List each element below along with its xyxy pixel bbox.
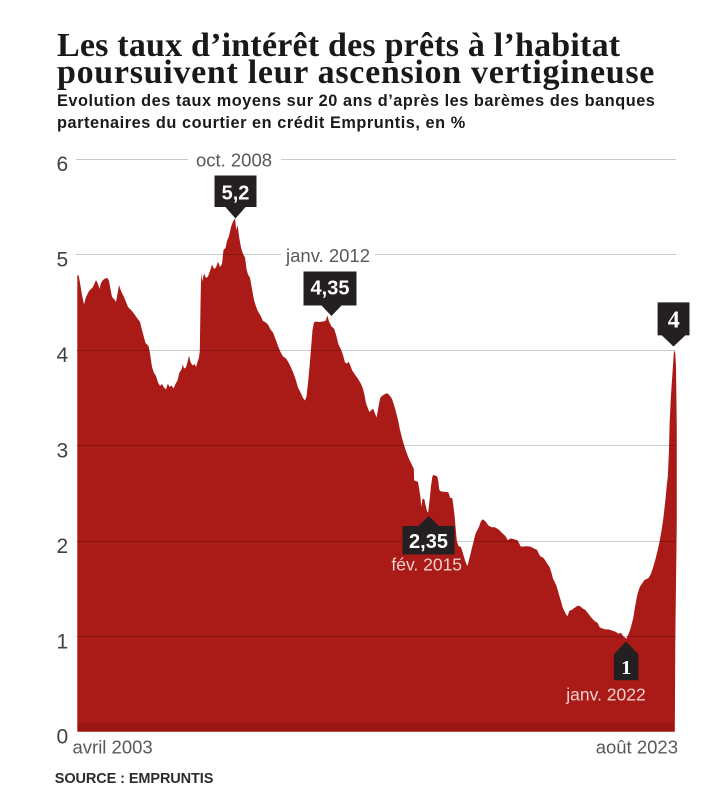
svg-text:5,2: 5,2	[222, 183, 250, 205]
svg-text:3: 3	[57, 440, 69, 463]
svg-text:4: 4	[668, 307, 680, 333]
svg-text:2: 2	[57, 535, 69, 558]
svg-text:4,35: 4,35	[311, 278, 350, 300]
svg-text:6: 6	[57, 153, 69, 176]
svg-text:0: 0	[57, 726, 69, 749]
svg-text:4: 4	[57, 344, 69, 367]
svg-text:2,35: 2,35	[409, 531, 448, 553]
svg-text:1: 1	[57, 631, 69, 654]
svg-text:oct. 2008: oct. 2008	[196, 150, 272, 171]
svg-text:avril 2003: avril 2003	[73, 737, 153, 758]
svg-text:août 2023: août 2023	[596, 737, 678, 758]
svg-text:janv. 2022: janv. 2022	[565, 685, 645, 705]
svg-text:5: 5	[57, 249, 69, 272]
svg-text:SOURCE : EMPRUNTIS: SOURCE : EMPRUNTIS	[55, 771, 214, 787]
svg-text:janv. 2012: janv. 2012	[285, 245, 370, 266]
svg-text:1: 1	[621, 657, 631, 679]
svg-text:fév. 2015: fév. 2015	[391, 555, 462, 575]
